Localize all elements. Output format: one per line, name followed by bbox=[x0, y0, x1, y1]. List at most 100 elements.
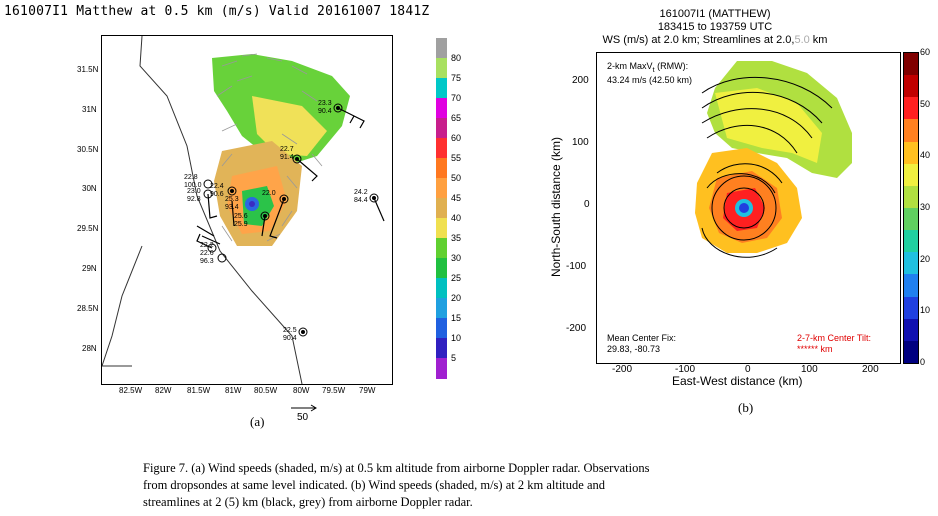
max-wind-text: 2-km MaxVt (RMW): 43.24 m/s (42.50 km) bbox=[607, 61, 693, 85]
colorbar-swatch bbox=[436, 138, 447, 159]
panel-a-label: (a) bbox=[250, 414, 265, 429]
reference-vector-arrow bbox=[291, 404, 317, 412]
x-tick-label: -100 bbox=[675, 364, 696, 375]
figure-caption: Figure 7. (a) Wind speeds (shaded, m/s) … bbox=[143, 460, 803, 511]
dropsonde-label: 25.3 93.4 bbox=[225, 196, 239, 211]
panel-b-title-line3: WS (m/s) at 2.0 km; Streamlines at 2.0,5… bbox=[602, 34, 828, 46]
dropsonde-label: 23.0 92.8 bbox=[187, 188, 201, 203]
x-tick-label: 82.5W bbox=[119, 386, 143, 395]
colorbar-tick-label: 60 bbox=[920, 47, 931, 57]
dropsonde-label: 22.5 90.4 bbox=[283, 327, 297, 342]
colorbar-swatch bbox=[436, 58, 447, 79]
panel-a-colorbar-labels: 80 75 70 65 60 55 50 45 40 35 30 25 20 15 10 5 bbox=[451, 38, 481, 378]
colorbar-tick-label: 50 bbox=[920, 98, 931, 109]
colorbar-swatch bbox=[904, 340, 918, 364]
x-tick-label: 79.5W bbox=[322, 386, 346, 395]
colorbar-swatch bbox=[904, 296, 918, 320]
reference-vector-label: 50 bbox=[297, 412, 309, 423]
caption-line: from dropsondes at same level indicated.… bbox=[143, 478, 605, 492]
y-tick-label: 31.5N bbox=[77, 65, 99, 74]
dropsonde-label: 25.6 bbox=[234, 213, 248, 220]
panel-b-label: (b) bbox=[738, 400, 754, 415]
colorbar-swatch bbox=[904, 75, 918, 98]
y-tick-label: 28.5N bbox=[77, 304, 99, 313]
y-tick-label: 30.5N bbox=[77, 145, 99, 154]
colorbar-swatch bbox=[904, 53, 918, 76]
x-tick-label: 200 bbox=[862, 364, 879, 375]
colorbar-tick-label: 30 bbox=[920, 202, 931, 212]
x-tick-label: 80.5W bbox=[254, 386, 278, 395]
colorbar-swatch bbox=[436, 278, 447, 299]
colorbar-tick-label: 50 bbox=[451, 173, 462, 183]
colorbar-swatch bbox=[436, 78, 447, 99]
colorbar-tick-label: 20 bbox=[451, 293, 462, 303]
panel-b-title: 161007I1 (MATTHEW) 183415 to 193759 UTC … bbox=[560, 8, 870, 47]
colorbar-tick-label: 45 bbox=[451, 193, 462, 203]
colorbar-tick-label: 35 bbox=[451, 233, 462, 243]
center-fix-text: Mean Center Fix: 29.83, -80.73 bbox=[607, 333, 677, 354]
y-tick-label: 0 bbox=[584, 199, 590, 210]
y-tick-label: 30N bbox=[82, 184, 97, 193]
panel-b-title-line2: 183415 to 193759 UTC bbox=[657, 21, 773, 33]
colorbar-tick-label: 40 bbox=[920, 150, 931, 161]
colorbar-swatch bbox=[436, 318, 447, 339]
x-tick-label: 79W bbox=[359, 386, 376, 395]
colorbar-swatch bbox=[436, 158, 447, 179]
colorbar-tick-label: 0 bbox=[920, 357, 926, 367]
panel-b-colorbar-labels: 60 50 40 30 20 10 0 bbox=[920, 47, 938, 367]
north-band-yellow bbox=[252, 96, 327, 156]
x-tick-label: 81W bbox=[225, 386, 242, 395]
colorbar-swatch bbox=[436, 258, 447, 279]
colorbar-tick-label: 70 bbox=[451, 93, 462, 103]
panel-b-plot: 2-km MaxVt (RMW): 43.24 m/s (42.50 km) M… bbox=[596, 52, 901, 364]
colorbar-swatch bbox=[436, 238, 447, 259]
coastline bbox=[139, 36, 303, 384]
colorbar-tick-label: 75 bbox=[451, 73, 462, 83]
y-tick-label: 29.5N bbox=[77, 224, 99, 233]
colorbar-swatch bbox=[904, 97, 918, 120]
y-tick-label: 31N bbox=[82, 105, 97, 114]
colorbar-tick-label: 40 bbox=[451, 213, 462, 223]
y-tick-label: 200 bbox=[572, 75, 589, 86]
colorbar-tick-label: 80 bbox=[451, 53, 462, 63]
colorbar-swatch bbox=[436, 98, 447, 119]
wind-field bbox=[212, 54, 350, 246]
colorbar-swatch bbox=[904, 252, 918, 275]
panel-a-plot bbox=[101, 35, 393, 385]
wind-vectors bbox=[216, 53, 323, 242]
x-tick-label: 0 bbox=[745, 364, 751, 375]
panel-a-map bbox=[102, 36, 385, 384]
colorbar-tick-label: 25 bbox=[451, 273, 462, 283]
colorbar-swatch bbox=[436, 118, 447, 139]
colorbar-swatch bbox=[904, 163, 918, 187]
caption-line: streamlines at 2 (5) km (black, grey) fr… bbox=[143, 495, 473, 509]
panel-b-field bbox=[695, 61, 852, 258]
colorbar-tick-label: 10 bbox=[451, 333, 462, 343]
y-tick-label: -200 bbox=[566, 323, 587, 334]
colorbar-swatch bbox=[904, 318, 918, 342]
panel-b-title-line1: 161007I1 (MATTHEW) bbox=[659, 8, 771, 20]
colorbar-swatch bbox=[436, 198, 447, 219]
colorbar-tick-label: 60 bbox=[451, 133, 462, 143]
y-tick-label: 28N bbox=[82, 344, 97, 353]
colorbar-tick-label: 20 bbox=[920, 253, 931, 264]
streamlines bbox=[701, 76, 833, 258]
panel-a-colorbar bbox=[436, 38, 447, 379]
x-tick-label: 100 bbox=[801, 364, 818, 375]
colorbar-swatch bbox=[904, 185, 918, 209]
x-tick-label: 80W bbox=[293, 386, 310, 395]
colorbar-swatch bbox=[436, 38, 447, 59]
panel-a-title: 161007I1 Matthew at 0.5 km (m/s) Valid 2… bbox=[4, 4, 430, 19]
colorbar-swatch bbox=[904, 230, 918, 253]
x-tick-label: 81.5W bbox=[187, 386, 211, 395]
colorbar-tick-label: 5 bbox=[451, 353, 457, 363]
colorbar-swatch bbox=[904, 208, 918, 231]
colorbar-swatch bbox=[436, 298, 447, 319]
panel-b-colorbar bbox=[903, 52, 919, 364]
dropsonde-label: 22.4 90.6 bbox=[210, 183, 224, 198]
dropsonde-label: 22.2 bbox=[200, 242, 214, 249]
north-band-yellow bbox=[715, 88, 822, 163]
wind-barbs bbox=[196, 107, 385, 249]
dropsonde-label: 22.0 bbox=[262, 190, 276, 197]
caption-line: Figure 7. (a) Wind speeds (shaded, m/s) … bbox=[143, 461, 650, 475]
